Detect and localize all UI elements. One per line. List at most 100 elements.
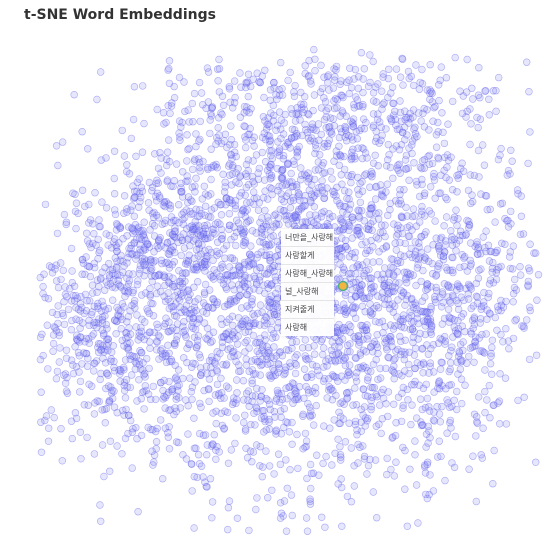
data-point[interactable]	[39, 282, 47, 291]
nearest-word-item[interactable]: 지켜줄게	[281, 301, 334, 319]
data-point[interactable]	[336, 80, 344, 89]
data-point[interactable]	[314, 158, 322, 166]
data-point[interactable]	[121, 394, 130, 402]
data-point[interactable]	[384, 412, 392, 421]
data-point[interactable]	[279, 151, 288, 160]
data-point[interactable]	[77, 455, 85, 463]
data-point[interactable]	[456, 231, 464, 240]
data-point[interactable]	[188, 383, 197, 391]
data-point[interactable]	[429, 117, 437, 125]
data-point[interactable]	[116, 377, 124, 385]
data-point[interactable]	[345, 368, 353, 376]
data-point[interactable]	[426, 434, 434, 442]
data-point[interactable]	[472, 497, 480, 506]
data-point[interactable]	[271, 371, 280, 379]
data-point[interactable]	[227, 136, 236, 144]
data-point[interactable]	[262, 394, 270, 403]
data-point[interactable]	[461, 327, 469, 336]
data-point[interactable]	[456, 340, 465, 349]
data-point[interactable]	[303, 527, 312, 535]
data-point[interactable]	[270, 211, 278, 220]
data-point[interactable]	[481, 387, 489, 396]
data-point[interactable]	[361, 149, 370, 157]
data-point[interactable]	[435, 378, 443, 386]
data-point[interactable]	[246, 261, 254, 269]
data-point[interactable]	[297, 176, 305, 184]
data-point[interactable]	[371, 195, 380, 203]
data-point[interactable]	[215, 114, 223, 122]
data-point[interactable]	[423, 394, 432, 403]
data-point[interactable]	[422, 380, 430, 389]
data-point[interactable]	[165, 57, 174, 65]
data-point[interactable]	[289, 182, 297, 191]
data-point[interactable]	[370, 383, 379, 392]
data-point[interactable]	[231, 201, 240, 210]
data-point[interactable]	[128, 464, 136, 472]
data-point[interactable]	[364, 332, 372, 340]
data-point[interactable]	[390, 99, 398, 108]
data-point[interactable]	[359, 88, 367, 97]
data-point[interactable]	[446, 403, 454, 412]
data-point[interactable]	[204, 192, 212, 200]
data-point[interactable]	[499, 338, 507, 346]
data-point[interactable]	[384, 281, 392, 289]
data-point[interactable]	[36, 355, 45, 364]
data-point[interactable]	[355, 214, 364, 222]
data-point[interactable]	[393, 225, 402, 233]
data-point[interactable]	[297, 164, 305, 172]
data-point[interactable]	[76, 377, 85, 386]
data-point[interactable]	[149, 258, 158, 266]
data-point[interactable]	[458, 399, 466, 408]
data-point[interactable]	[337, 153, 345, 161]
data-point[interactable]	[303, 373, 311, 382]
data-point[interactable]	[172, 336, 181, 344]
data-point[interactable]	[370, 287, 378, 296]
data-point[interactable]	[458, 357, 466, 365]
data-point[interactable]	[228, 332, 237, 340]
data-point[interactable]	[240, 258, 249, 267]
data-point[interactable]	[197, 462, 206, 470]
data-point[interactable]	[284, 140, 292, 149]
data-point[interactable]	[406, 325, 414, 333]
data-point[interactable]	[341, 354, 349, 363]
data-point[interactable]	[275, 349, 284, 357]
data-point[interactable]	[322, 452, 330, 461]
data-point[interactable]	[454, 280, 462, 288]
data-point[interactable]	[532, 351, 541, 359]
data-point[interactable]	[488, 370, 496, 378]
data-point[interactable]	[413, 264, 422, 272]
data-point[interactable]	[346, 274, 354, 282]
data-point[interactable]	[287, 105, 295, 113]
data-point[interactable]	[352, 373, 360, 381]
data-point[interactable]	[400, 355, 408, 364]
data-point[interactable]	[330, 188, 338, 196]
data-point[interactable]	[416, 329, 424, 338]
data-point[interactable]	[516, 271, 525, 279]
data-point[interactable]	[501, 374, 510, 382]
data-point[interactable]	[442, 213, 451, 221]
data-point[interactable]	[490, 446, 498, 455]
data-point[interactable]	[398, 372, 406, 380]
data-point[interactable]	[435, 260, 443, 268]
data-point[interactable]	[351, 254, 359, 262]
data-point[interactable]	[348, 234, 356, 242]
data-point[interactable]	[152, 179, 161, 188]
data-point[interactable]	[348, 286, 356, 294]
data-point[interactable]	[226, 171, 234, 179]
data-point[interactable]	[54, 283, 63, 292]
data-point[interactable]	[120, 209, 128, 217]
data-point[interactable]	[160, 273, 168, 281]
data-point[interactable]	[272, 430, 280, 438]
data-point[interactable]	[203, 221, 211, 229]
data-point[interactable]	[101, 419, 110, 427]
data-point[interactable]	[261, 251, 269, 260]
data-point[interactable]	[504, 216, 512, 225]
data-point[interactable]	[367, 220, 375, 228]
data-point[interactable]	[448, 266, 457, 274]
data-point[interactable]	[330, 65, 338, 73]
data-point[interactable]	[206, 271, 215, 279]
data-point[interactable]	[145, 309, 154, 318]
data-point[interactable]	[366, 307, 374, 315]
data-point[interactable]	[214, 123, 222, 132]
data-point[interactable]	[470, 313, 478, 321]
